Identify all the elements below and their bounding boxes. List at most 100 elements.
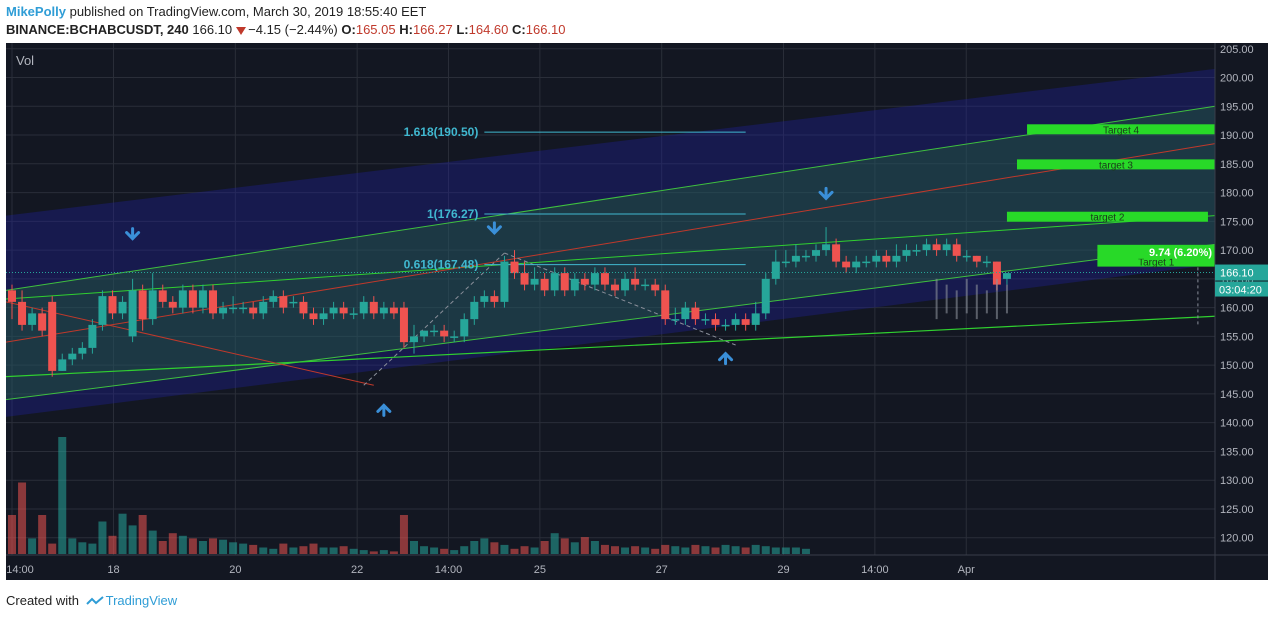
volume-bar	[209, 538, 217, 554]
volume-bar	[490, 542, 499, 554]
arrow-down-icon	[125, 227, 141, 241]
volume-bar	[600, 544, 609, 554]
volume-bar	[108, 535, 117, 554]
author-link[interactable]: MikePolly	[6, 4, 66, 19]
volume-bar	[329, 547, 338, 554]
volume-bar	[430, 547, 439, 554]
tradingview-brand[interactable]: TradingView	[105, 593, 178, 608]
candle-body	[812, 250, 820, 256]
volume-bar	[661, 544, 670, 554]
price-axis-label: 150.00	[1220, 360, 1254, 372]
volume-bar	[480, 538, 489, 554]
price-axis-label: 140.00	[1220, 418, 1254, 430]
candle-body	[369, 301, 378, 314]
candle-body	[510, 261, 519, 274]
volume-bar	[691, 544, 700, 554]
candle-body	[832, 244, 841, 262]
candle-body	[379, 307, 388, 314]
volume-bar	[319, 547, 328, 554]
volume-bar	[279, 543, 288, 554]
candle-body	[168, 301, 177, 308]
candle-body	[229, 307, 238, 310]
candle-body	[781, 261, 790, 264]
countdown-label: 03:04:20	[1219, 285, 1262, 297]
candle-body	[681, 307, 690, 320]
pitchfork-zone	[6, 106, 1215, 400]
candle-body	[741, 319, 750, 325]
candle-body	[641, 284, 650, 287]
candle-body	[259, 301, 268, 314]
volume-bar	[128, 525, 137, 554]
candle-body	[349, 313, 358, 315]
volume-bar	[781, 547, 790, 554]
candle-body	[460, 319, 469, 337]
candle-body	[992, 261, 1001, 285]
target-box	[1006, 211, 1208, 222]
close-value: 166.10	[525, 22, 566, 37]
symbol-info: BINANCE:BCHABCUSDT, 240 166.10 −4.15 (−2.…	[6, 22, 566, 37]
candle-body	[721, 324, 730, 327]
arrow-down-icon	[818, 186, 834, 201]
target-box	[1097, 256, 1215, 267]
publish-info: MikePolly published on TradingView.com, …	[6, 4, 426, 19]
candle-body	[470, 301, 479, 320]
volume-bar	[178, 535, 187, 554]
volume-bar	[259, 547, 268, 554]
candle-body	[389, 307, 398, 314]
candle-body	[600, 273, 609, 285]
candle-body	[319, 313, 328, 320]
price-axis-label: 170.00	[1220, 245, 1254, 257]
volume-bar	[229, 542, 238, 554]
volume-bar	[239, 543, 248, 554]
symbol-label: BINANCE:BCHABCUSDT, 240	[6, 22, 189, 37]
candle-body	[198, 290, 207, 308]
candle-body	[108, 296, 117, 314]
candle-body	[842, 261, 851, 268]
arrow-down-icon	[486, 221, 502, 235]
volume-bar	[510, 548, 519, 554]
candle-body	[299, 301, 308, 314]
price-chart[interactable]: 1.618(190.50) 1(176.27) 0.618(167.48) Targe…	[5, 43, 1268, 580]
volume-bar	[148, 530, 157, 554]
low-label: L:	[456, 22, 469, 37]
volume-bar	[801, 548, 810, 554]
volume-bar	[631, 546, 640, 554]
volume-bar	[741, 547, 750, 554]
volume-bar	[721, 544, 730, 554]
volume-bar	[369, 551, 378, 554]
volume-bar	[168, 533, 177, 554]
volume-bar	[48, 543, 57, 554]
candle-body	[68, 353, 77, 360]
candle-body	[450, 336, 459, 338]
volume-bar	[701, 546, 710, 554]
time-axis-label: 20	[229, 564, 241, 576]
chart-container[interactable]: 1.618(190.50) 1(176.27) 0.618(167.48) Targe…	[5, 43, 1268, 580]
candle-body	[339, 307, 348, 314]
volume-bar	[751, 544, 760, 554]
pitchfork-lower-line	[5, 243, 1216, 401]
fib-level-label: 1.618(190.50)	[404, 125, 479, 139]
measure-label: 9.74 (6.20%)	[1149, 247, 1212, 259]
arrow-up-icon	[376, 403, 392, 417]
candle-body	[540, 278, 549, 291]
last-price: 166.10	[192, 22, 233, 37]
volume-bar	[420, 546, 429, 554]
candle-body	[490, 296, 499, 302]
volume-bar	[450, 550, 459, 554]
price-axis-label: 200.00	[1220, 73, 1254, 85]
candle-body	[942, 244, 951, 251]
candle-body	[209, 290, 217, 314]
volume-bar	[138, 515, 147, 554]
volume-bar	[791, 547, 800, 554]
open-label: O:	[341, 22, 356, 37]
volume-bar	[440, 548, 449, 554]
fib-level-label: 1(176.27)	[427, 207, 478, 221]
publish-text: published on TradingView.com, March 30, …	[69, 4, 427, 19]
volume-bar	[359, 550, 368, 554]
volume-bar	[771, 547, 780, 554]
candle-body	[590, 273, 599, 285]
candle-body	[771, 261, 780, 279]
volume-bar	[570, 542, 579, 554]
volume-bar	[641, 547, 650, 554]
open-value: 165.05	[355, 22, 396, 37]
